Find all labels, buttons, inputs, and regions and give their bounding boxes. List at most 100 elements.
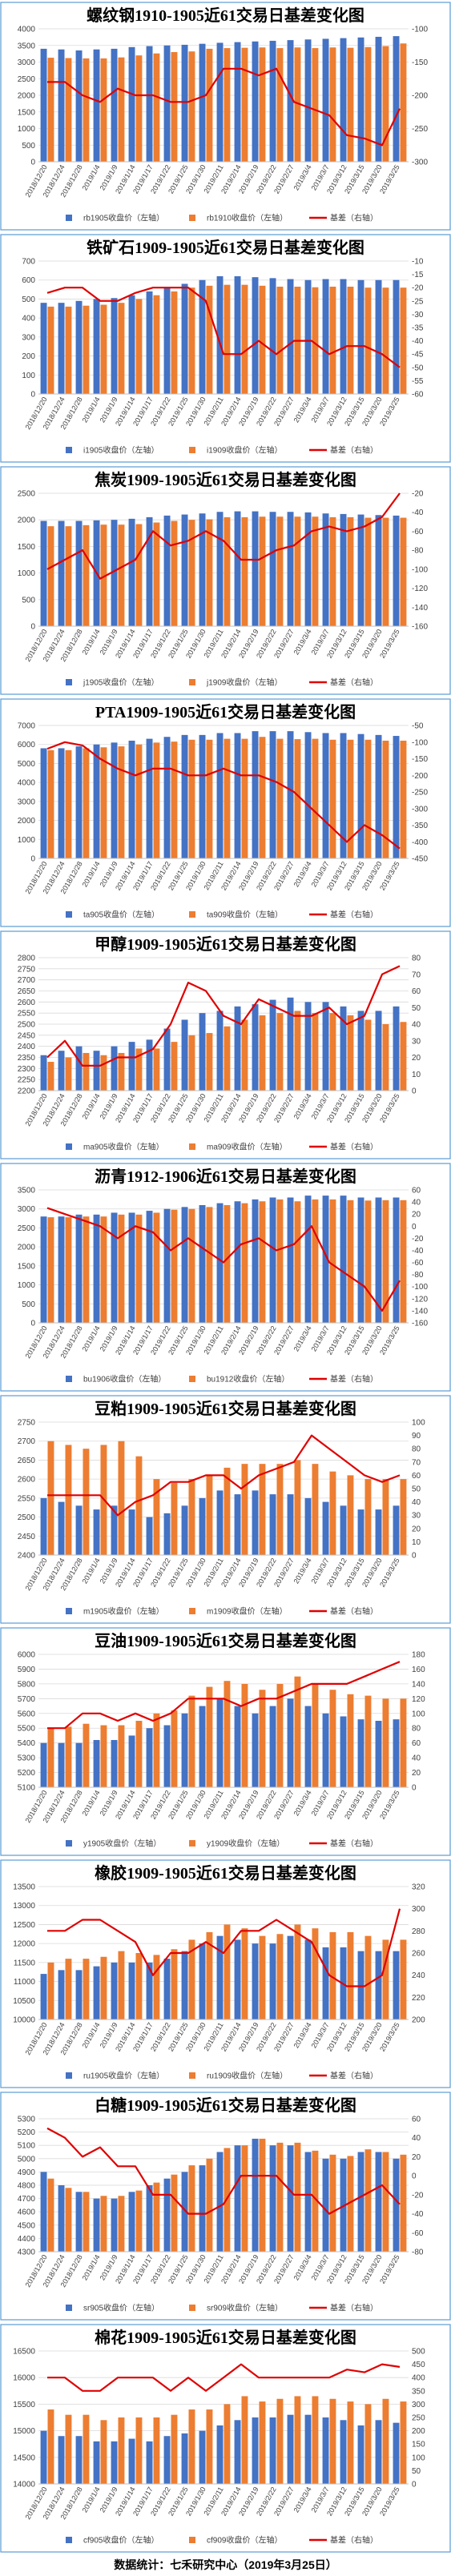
left-axis-tick-label: 0 [30,1320,35,1328]
bar-far [47,1962,54,2019]
bar-near [181,1207,188,1323]
legend-swatch [189,1840,195,1847]
right-axis-tick-label: -40 [412,508,424,517]
bar-far [312,1013,319,1091]
bar-near [322,1713,329,1787]
bar-near [163,515,171,626]
bar-far [153,2182,160,2252]
bar-near [269,512,276,626]
bar-near [181,734,188,858]
right-axis-tick-label: -350 [412,822,428,830]
left-axis-tick-label: 5400 [18,1739,36,1748]
bar-near [146,516,153,626]
left-axis-tick-label: 2250 [18,1076,36,1085]
bar-near [252,511,259,626]
bar-near [111,1739,118,1787]
bar-near [287,2145,294,2252]
left-axis-tick-label: 2300 [18,1065,36,1074]
bar-far [364,1479,372,1555]
bar-far [188,739,195,858]
bar-far [400,43,407,163]
bar-far [171,1209,178,1323]
bar-far [312,1683,319,1787]
bar-near [75,746,83,858]
right-axis-tick-label: 40 [412,1498,421,1507]
bar-near [287,731,294,858]
chart-title: 白糖1909-1905近61交易日基差变化图 [95,2096,356,2115]
bar-far [364,2149,372,2252]
chart-svg: 焦炭1909-1905近61交易日基差变化图 0 500 1000 1500 2000 25… [0,466,451,695]
left-axis-tick-label: 2500 [18,490,36,499]
right-axis-tick-label: 250 [412,2414,425,2423]
left-axis-tick-label: 5100 [18,1784,36,1793]
bar-far [364,46,372,163]
bar-near [181,1951,188,2019]
bar-far [65,1726,72,1787]
bar-near [111,2441,118,2484]
right-axis-tick-label: -140 [412,604,428,613]
bar-near [75,1742,83,1787]
legend-swatch [189,1608,195,1614]
bar-near [375,515,382,626]
bar-far [294,1460,301,1555]
bar-near [216,733,223,858]
left-axis-tick-label: 500 [22,295,35,304]
left-axis-tick-label: 2750 [18,965,36,974]
right-axis-tick-label: 80 [412,954,421,963]
bar-near [357,2152,364,2252]
bar-far [347,287,354,394]
bar-near [146,1728,153,1787]
bar-far [153,522,160,626]
chart-panel: 白糖1909-1905近61交易日基差变化图 4300 4400 4500 4600 47… [0,2092,451,2324]
basis-line [46,1207,401,1312]
bar-far [206,285,213,394]
legend-swatch [66,911,72,918]
bar-far [118,303,125,394]
bar-far [65,1445,72,1555]
bar-near [128,1735,135,1787]
right-axis-tick-label: -60 [412,391,424,400]
legend-label: j1909收盘价（左轴） [206,677,282,688]
bar-near [58,49,65,163]
bar-far [241,1683,248,1787]
left-axis-tick-label: 2000 [18,817,36,826]
bar-near [75,1505,83,1555]
right-axis-tick-label: 20 [412,1054,421,1063]
left-axis-tick-label: 0 [30,623,35,632]
left-axis-tick-label: 2650 [18,1457,36,1465]
right-axis-tick-label: -300 [412,159,428,167]
chart-svg: PTA1909-1905近61交易日基差变化图 0 1000 2000 3000 4000… [0,698,451,927]
bar-far [241,2396,248,2484]
bar-far [223,1026,231,1091]
bar-near [128,1212,135,1323]
bar-far [329,1471,336,1555]
bar-near [93,299,100,394]
right-axis-tick-label: -100 [412,26,428,34]
bar-near [322,2417,329,2484]
left-axis-tick-label: 4700 [18,2195,36,2204]
right-axis-tick-label: -120 [412,1295,428,1304]
bar-far [241,516,248,626]
right-axis-tick-label: 0 [412,2172,417,2181]
bar-near [357,1011,364,1091]
bar-near [252,2417,259,2484]
bar-far [347,1475,354,1555]
right-axis-tick-label: 60 [412,1472,421,1481]
right-axis-tick-label: -35 [412,324,424,333]
bar-near [269,1706,276,1787]
bar-near [234,2420,241,2484]
bar-far [47,306,54,394]
left-axis-tick-label: 5200 [18,1769,36,1778]
basis-line [47,67,401,147]
right-axis-tick-label: -15 [412,271,424,279]
legend-swatch [66,2305,72,2311]
bar-far [100,1725,107,1787]
chart-panel: 铁矿石1909-1905近61交易日基差变化图 0 100 200 300 400 500 6… [0,234,451,466]
bar-near [93,1966,100,2019]
bar-near [252,277,259,394]
left-axis-tick-label: 15000 [13,2427,35,2436]
bar-near [252,41,259,162]
right-axis-tick-label: -40 [412,2210,424,2219]
bar-far [382,2152,389,2252]
bar-near [340,1196,347,1323]
